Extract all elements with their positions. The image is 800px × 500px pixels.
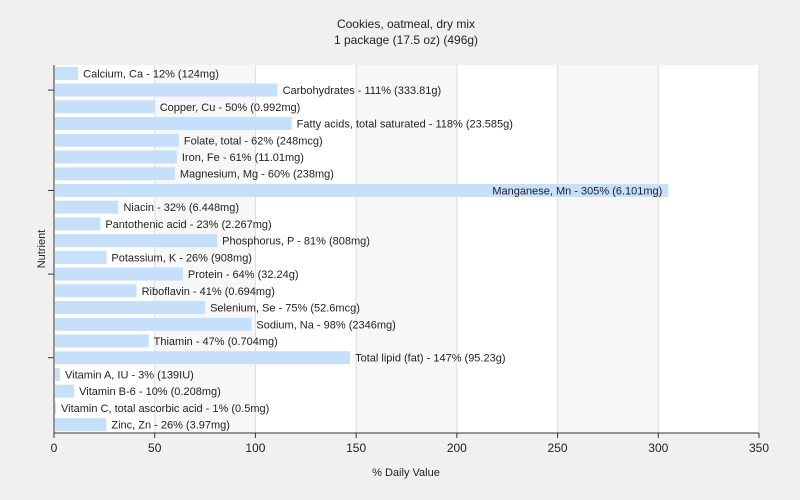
data-label: Pantothenic acid - 23% (2.267mg): [105, 219, 271, 231]
data-label: Folate, total - 62% (248mcg): [184, 135, 323, 147]
y-axis-label: Nutrient: [36, 230, 48, 269]
data-label: Niacin - 32% (6.448mg): [123, 202, 239, 214]
data-label: Fatty acids, total saturated - 118% (23.…: [297, 119, 513, 131]
x-tick-label: 50: [148, 441, 162, 455]
bar: [55, 267, 183, 281]
data-label: Potassium, K - 26% (908mg): [111, 252, 252, 264]
bars: [55, 66, 669, 432]
bar: [55, 418, 107, 432]
grid-band: [557, 65, 659, 433]
bar: [55, 367, 61, 381]
data-label: Phosphorus, P - 81% (808mg): [222, 236, 370, 248]
data-label: Iron, Fe - 61% (11.01mg): [182, 152, 304, 164]
x-tick-label: 300: [648, 441, 668, 455]
data-label: Vitamin A, IU - 3% (139IU): [65, 369, 194, 381]
grid-band: [356, 65, 457, 433]
bar: [55, 100, 155, 114]
x-tick-label: 250: [548, 441, 568, 455]
axes: 0 50 100 150 200 250 300 350: [48, 65, 769, 455]
x-tick-label: 200: [447, 441, 467, 455]
chart-subtitle: 1 package (17.5 oz) (496g): [334, 33, 478, 47]
bar: [55, 150, 177, 164]
x-axis-label: % Daily Value: [372, 467, 440, 479]
data-label: Carbohydrates - 111% (333.81g): [283, 85, 442, 97]
bar: [55, 250, 107, 264]
data-label: Thiamin - 47% (0.704mg): [154, 336, 278, 348]
x-tick-label: 150: [346, 441, 366, 455]
data-label: Vitamin C, total ascorbic acid - 1% (0.5…: [61, 403, 269, 415]
bar: [55, 66, 79, 80]
bar: [55, 284, 137, 298]
bar: [55, 401, 57, 415]
x-tick-label: 100: [245, 441, 265, 455]
bar: [55, 351, 351, 365]
bar: [55, 117, 292, 131]
data-label: Total lipid (fat) - 147% (95.23g): [355, 353, 505, 365]
bar: [55, 200, 119, 214]
bar: [55, 167, 175, 181]
chart-title: Cookies, oatmeal, dry mix: [337, 17, 475, 31]
bar: [55, 334, 149, 348]
data-label: Zinc, Zn - 26% (3.97mg): [111, 420, 230, 432]
x-tick-label: 0: [51, 441, 58, 455]
data-label: Protein - 64% (32.24g): [188, 269, 299, 281]
data-label: Vitamin B-6 - 10% (0.208mg): [79, 386, 221, 398]
data-label: Copper, Cu - 50% (0.992mg): [160, 102, 301, 114]
data-label: Riboflavin - 41% (0.694mg): [142, 286, 275, 298]
bar: [55, 133, 179, 147]
bar: [55, 384, 75, 398]
data-label: Calcium, Ca - 12% (124mg): [83, 68, 219, 80]
data-label: Selenium, Se - 75% (52.6mcg): [210, 303, 360, 315]
bar: [55, 83, 278, 97]
bar: [55, 183, 669, 197]
bar: [55, 317, 252, 331]
bar: [55, 217, 101, 231]
bar: [55, 301, 206, 315]
data-labels: Calcium, Ca - 12% (124mg) Carbohydrates -…: [61, 68, 662, 431]
data-label: Manganese, Mn - 305% (6.101mg): [492, 185, 662, 197]
data-label: Sodium, Na - 98% (2346mg): [256, 319, 395, 331]
x-tick-label: 350: [749, 441, 769, 455]
bar: [55, 234, 218, 248]
data-label: Magnesium, Mg - 60% (238mg): [180, 169, 334, 181]
